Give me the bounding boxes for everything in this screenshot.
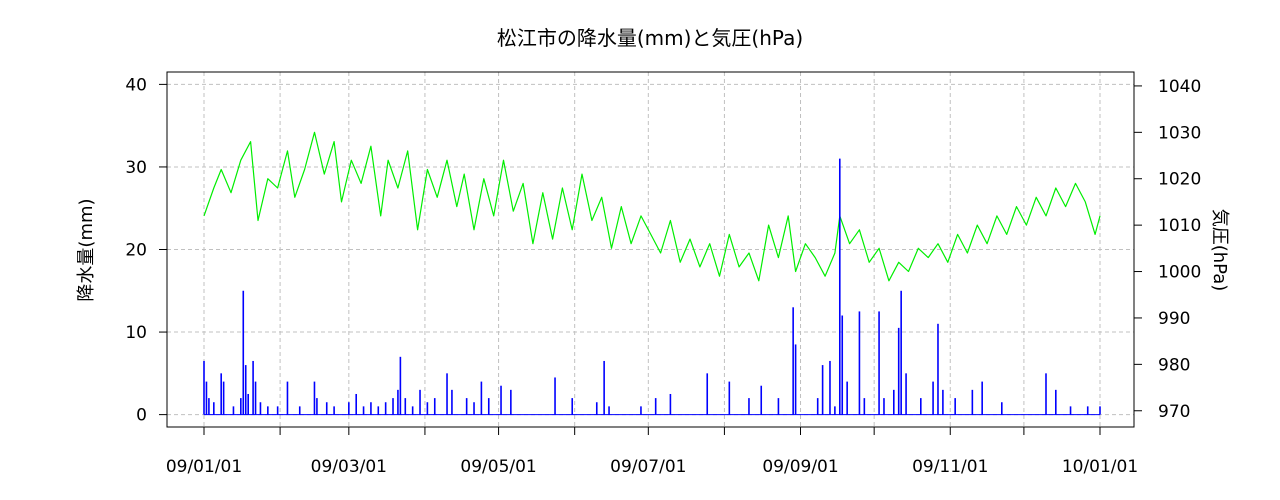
y-axis-left-title: 降水量(mm) — [76, 198, 97, 301]
y-left-tick-label: 20 — [125, 241, 147, 261]
y-right-tick-label: 1030 — [1158, 123, 1201, 143]
y-right-tick-label: 1000 — [1158, 263, 1201, 283]
grid-lines — [167, 72, 1134, 427]
pressure-series — [203, 131, 1101, 282]
x-tick-label: 09/05/01 — [460, 457, 536, 477]
y-left-tick-label: 30 — [125, 158, 147, 178]
y-axis-right: 970 980 990 1000 1010 1020 1030 1040 — [1134, 77, 1201, 422]
y-right-tick-label: 990 — [1158, 309, 1190, 329]
chart-title: 松江市の降水量(mm)と気圧(hPa) — [497, 26, 803, 50]
precipitation-series — [203, 158, 1101, 416]
x-tick-label: 09/01/01 — [166, 457, 242, 477]
y-left-tick-label: 0 — [136, 406, 147, 426]
pressure-line — [203, 131, 1101, 282]
y-left-tick-label: 10 — [125, 323, 147, 343]
y-axis-left: 0 10 20 30 40 — [125, 75, 167, 426]
y-right-tick-label: 1020 — [1158, 170, 1201, 190]
x-tick-label: 09/07/01 — [610, 457, 686, 477]
x-axis: 09/01/01 09/03/01 09/05/01 09/07/01 09/09/01… — [166, 427, 1138, 477]
y-right-tick-label: 1040 — [1158, 77, 1201, 97]
y-right-tick-label: 1010 — [1158, 216, 1201, 236]
x-tick-label: 09/03/01 — [311, 457, 387, 477]
y-axis-right-title: 気圧(hPa) — [1209, 209, 1230, 292]
y-right-tick-label: 980 — [1158, 355, 1190, 375]
x-tick-label: 10/01/01 — [1062, 457, 1138, 477]
y-left-tick-label: 40 — [125, 75, 147, 95]
x-tick-label: 09/09/01 — [762, 457, 838, 477]
y-right-tick-label: 970 — [1158, 402, 1190, 422]
x-tick-label: 09/11/01 — [912, 457, 988, 477]
